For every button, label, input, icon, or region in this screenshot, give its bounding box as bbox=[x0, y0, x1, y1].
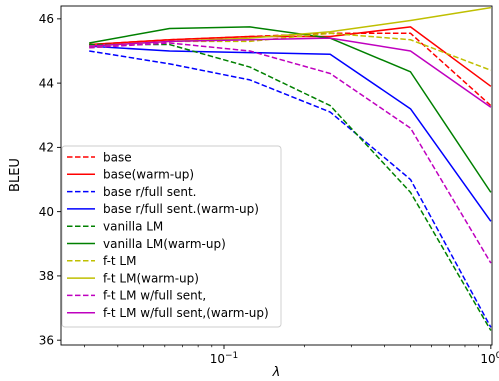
series-line-5 bbox=[89, 26, 492, 193]
series-line-9 bbox=[89, 37, 492, 108]
series-line-4 bbox=[89, 43, 492, 331]
legend-label-6: f-t LM bbox=[103, 254, 136, 268]
x-axis: 10−1 100 bbox=[84, 345, 499, 366]
legend-label-0: base bbox=[103, 150, 132, 164]
x-tick-label-1: 100 bbox=[480, 351, 499, 366]
legend-box bbox=[61, 145, 282, 328]
x-tick-label-0: 10−1 bbox=[210, 351, 239, 366]
legend-label-5: vanilla LM(warm-up) bbox=[103, 237, 226, 251]
series-line-3 bbox=[89, 45, 492, 222]
series-line-2 bbox=[89, 50, 492, 328]
y-axis: 36 38 40 42 44 46 bbox=[39, 12, 61, 347]
legend: base base(warm-up) base r/full sent. base r… bbox=[61, 145, 282, 328]
y-tick-label-4: 44 bbox=[39, 76, 54, 90]
y-tick-label-1: 38 bbox=[39, 269, 54, 283]
legend-label-4: vanilla LM bbox=[103, 220, 163, 234]
series-layer bbox=[89, 6, 492, 331]
series-line-1 bbox=[89, 26, 492, 87]
series-line-8 bbox=[89, 42, 492, 264]
y-tick-label-5: 46 bbox=[39, 12, 54, 26]
y-axis-label: BLEU bbox=[8, 158, 23, 192]
y-tick-label-3: 42 bbox=[39, 141, 54, 155]
legend-label-8: f-t LM w/full sent, bbox=[103, 289, 206, 303]
y-tick-label-2: 40 bbox=[39, 205, 54, 219]
x-axis-label: λ bbox=[272, 365, 281, 380]
legend-label-7: f-t LM(warm-up) bbox=[103, 271, 199, 285]
legend-label-9: f-t LM w/full sent,(warm-up) bbox=[103, 306, 269, 320]
legend-label-3: base r/full sent.(warm-up) bbox=[103, 202, 259, 216]
plot-frame bbox=[60, 5, 493, 346]
legend-label-2: base r/full sent. bbox=[103, 185, 196, 199]
legend-label-1: base(warm-up) bbox=[103, 168, 194, 182]
y-tick-label-0: 36 bbox=[39, 333, 54, 347]
